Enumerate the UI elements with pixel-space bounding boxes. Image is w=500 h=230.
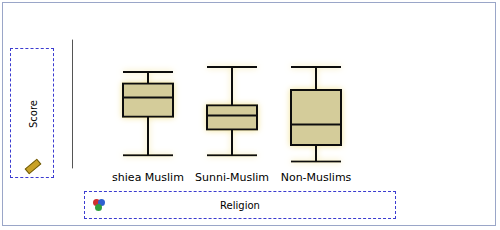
svg-text:shiea Muslim: shiea Muslim bbox=[112, 171, 184, 184]
html-text:Religion: Religion bbox=[220, 200, 260, 211]
html-text:Score: Score bbox=[27, 100, 39, 128]
svg-text:Sunni-Muslim: Sunni-Muslim bbox=[195, 171, 269, 184]
svg-text:Non-Muslims: Non-Muslims bbox=[281, 171, 352, 184]
